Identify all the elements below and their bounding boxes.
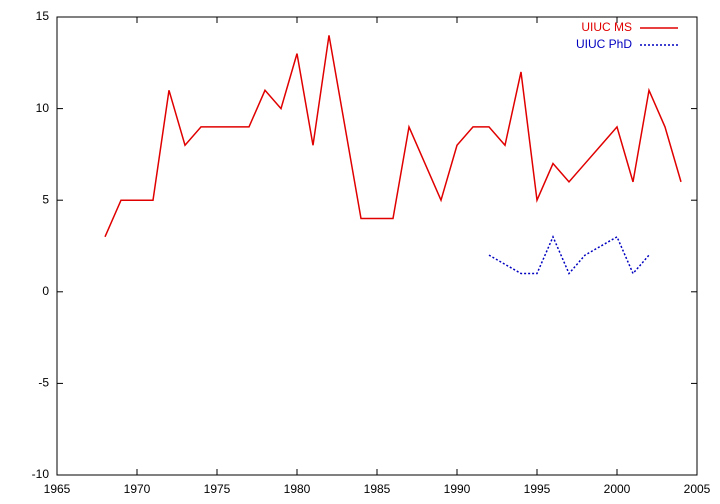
x-tick-label: 2005 xyxy=(684,482,711,496)
legend-label: UIUC PhD xyxy=(576,37,632,51)
y-tick-label: -5 xyxy=(38,376,49,390)
x-tick-label: 1980 xyxy=(284,482,311,496)
x-tick-label: 1970 xyxy=(124,482,151,496)
plot-frame xyxy=(56,16,698,476)
y-tick-label: 0 xyxy=(42,284,49,298)
y-tick-label: -10 xyxy=(32,467,50,481)
series-line xyxy=(104,35,682,238)
x-tick-label: 1990 xyxy=(444,482,471,496)
y-tick-label: 10 xyxy=(36,101,50,115)
x-tick-label: 1995 xyxy=(524,482,551,496)
x-tick-label: 1975 xyxy=(204,482,231,496)
y-tick-label: 5 xyxy=(42,192,49,206)
y-tick-label: 15 xyxy=(36,9,50,23)
x-tick-label: 1985 xyxy=(364,482,391,496)
legend-label: UIUC MS xyxy=(581,20,632,34)
x-tick-label: 1965 xyxy=(44,482,71,496)
series-line xyxy=(488,234,650,275)
x-tick-label: 2000 xyxy=(604,482,631,496)
